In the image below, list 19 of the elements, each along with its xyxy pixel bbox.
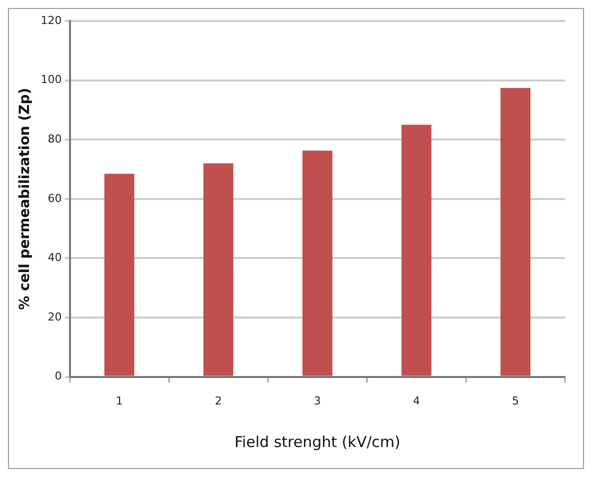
bar [203, 163, 234, 376]
y-tick-label: 100 [40, 73, 62, 86]
bar [104, 174, 134, 376]
y-tick-label: 0 [54, 370, 62, 383]
x-tick-label: 5 [512, 394, 519, 408]
y-tick-label: 120 [40, 14, 62, 27]
bar [500, 88, 530, 376]
y-tick-label: 20 [48, 310, 62, 324]
x-axis-title: Field strenght (kV/cm) [234, 432, 400, 451]
y-tick-label: 40 [48, 251, 62, 264]
bar [401, 124, 432, 376]
x-tick-label: 2 [214, 394, 222, 408]
y-axis-title: % cell permeabilization (Zp) [17, 88, 34, 310]
y-tick-label: 60 [48, 192, 62, 205]
bar [302, 150, 332, 376]
y-tick-label: 80 [48, 132, 62, 146]
x-tick-label: 1 [116, 394, 123, 408]
x-tick-label: 3 [314, 394, 321, 408]
x-tick-label: 4 [412, 394, 420, 408]
